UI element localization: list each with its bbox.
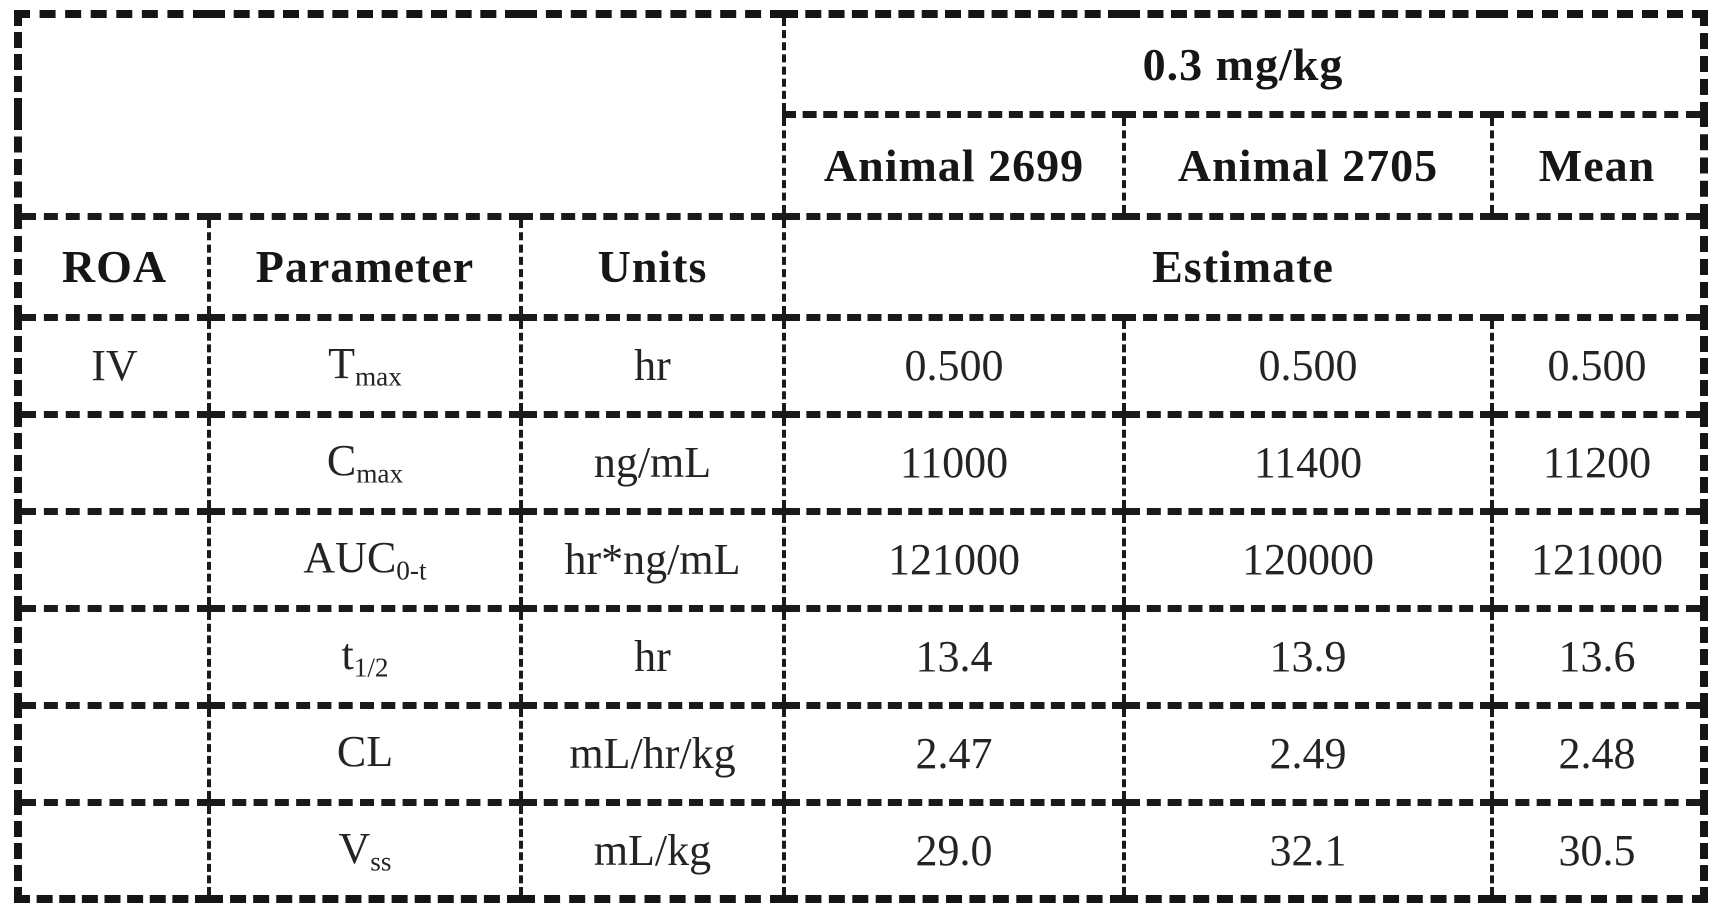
roa-header-cell: ROA <box>16 212 211 321</box>
parameter-base: CL <box>336 727 394 777</box>
parameter-base: AUC <box>303 533 397 583</box>
units-header-label: Units <box>597 241 708 292</box>
estimate-value: 11200 <box>1542 438 1652 487</box>
animal-2699-header-label: Animal 2699 <box>823 139 1085 191</box>
parameter-subscript: ss <box>370 846 392 877</box>
mean-header-label: Mean <box>1538 139 1656 191</box>
parameter-cell: t1/2 <box>207 604 523 709</box>
roa-cell <box>16 410 211 515</box>
estimate-value: 11400 <box>1253 438 1363 487</box>
animal-2705-value-cell: 2.49 <box>1122 701 1494 806</box>
units-cell: hr <box>519 313 786 418</box>
table-row: Vss mL/kg 29.0 32.1 30.5 <box>16 798 1707 903</box>
parameter-cell: CL <box>207 701 523 806</box>
units-cell: ng/mL <box>519 410 786 515</box>
estimate-value: 13.9 <box>1269 632 1347 681</box>
estimate-header-cell: Estimate <box>781 212 1707 321</box>
parameter-subscript: max <box>356 458 404 489</box>
mean-value-cell: 13.6 <box>1489 604 1707 709</box>
roa-header-label: ROA <box>61 241 168 292</box>
table-row: Cmax ng/mL 11000 11400 11200 <box>16 410 1707 515</box>
estimate-header-label: Estimate <box>1152 241 1334 292</box>
parameter-base: V <box>338 823 371 873</box>
animal-2699-value-cell: 0.500 <box>782 313 1126 418</box>
top-left-empty-cell <box>16 10 786 220</box>
table-row: AUC0-t hr*ng/mL 121000 120000 121000 <box>16 507 1707 612</box>
mean-value-cell: 2.48 <box>1489 701 1707 806</box>
parameter-cell: Cmax <box>207 410 523 515</box>
estimate-value: 121000 <box>1531 535 1663 584</box>
parameter-cell: AUC0-t <box>207 507 523 612</box>
pk-parameters-table: 0.3 mg/kg Animal 2699 Animal 2705 Mean R… <box>14 10 1709 903</box>
estimate-value: 11000 <box>899 438 1009 487</box>
estimate-value: 32.1 <box>1269 825 1347 875</box>
parameter-subscript: 1/2 <box>353 652 389 683</box>
parameter-cell: Tmax <box>207 313 523 418</box>
roa-cell <box>16 798 211 903</box>
estimate-value: 13.4 <box>915 632 993 681</box>
roa-cell <box>16 604 211 709</box>
parameter-base: T <box>328 339 355 389</box>
estimate-value: 0.500 <box>1258 341 1358 390</box>
mean-value-cell: 11200 <box>1489 410 1707 515</box>
mean-value-cell: 30.5 <box>1489 798 1707 903</box>
roa-value: IV <box>91 341 138 390</box>
animal-2705-value-cell: 13.9 <box>1122 604 1494 709</box>
parameter-cell: Vss <box>207 798 523 903</box>
units-value: mL/hr/kg <box>569 729 736 778</box>
estimate-value: 2.49 <box>1269 729 1347 778</box>
mean-header-cell: Mean <box>1489 110 1707 220</box>
animal-2705-header-label: Animal 2705 <box>1177 139 1439 191</box>
parameter-subscript: max <box>354 361 402 392</box>
mean-value-cell: 121000 <box>1489 507 1707 612</box>
dose-header-label: 0.3 mg/kg <box>1142 38 1344 90</box>
animal-2699-value-cell: 11000 <box>782 410 1126 515</box>
units-cell: hr*ng/mL <box>519 507 786 612</box>
animal-2699-value-cell: 2.47 <box>782 701 1126 806</box>
units-cell: hr <box>519 604 786 709</box>
units-value: hr*ng/mL <box>564 535 741 584</box>
estimate-value: 29.0 <box>915 825 993 875</box>
units-value: hr <box>634 341 671 390</box>
animal-2699-header-cell: Animal 2699 <box>782 110 1126 220</box>
animal-2705-value-cell: 11400 <box>1122 410 1494 515</box>
units-value: mL/kg <box>593 825 712 875</box>
scanned-table-page: 0.3 mg/kg Animal 2699 Animal 2705 Mean R… <box>14 10 1709 903</box>
parameter-base: C <box>326 436 357 486</box>
estimate-value: 120000 <box>1242 535 1374 584</box>
units-value: ng/mL <box>593 438 712 487</box>
parameter-base: t <box>341 630 354 680</box>
animal-2705-value-cell: 0.500 <box>1122 313 1494 418</box>
table-row: t1/2 hr 13.4 13.9 13.6 <box>16 604 1707 709</box>
animal-2705-header-cell: Animal 2705 <box>1122 110 1494 220</box>
animal-2699-value-cell: 121000 <box>782 507 1126 612</box>
estimate-value: 0.500 <box>1547 341 1647 390</box>
animal-2705-value-cell: 120000 <box>1122 507 1494 612</box>
animal-2705-value-cell: 32.1 <box>1122 798 1494 903</box>
parameter-header-cell: Parameter <box>207 212 523 321</box>
estimate-value: 121000 <box>888 535 1020 584</box>
estimate-value: 2.48 <box>1558 729 1636 778</box>
animal-2699-value-cell: 13.4 <box>782 604 1126 709</box>
roa-cell: IV <box>16 313 211 418</box>
dose-header-cell: 0.3 mg/kg <box>781 10 1707 118</box>
table-row: IV Tmax hr 0.500 0.500 0.500 <box>16 313 1707 418</box>
units-header-cell: Units <box>519 212 786 321</box>
roa-cell <box>16 701 211 806</box>
estimate-value: 13.6 <box>1558 632 1636 681</box>
units-cell: mL/hr/kg <box>519 701 786 806</box>
animal-2699-value-cell: 29.0 <box>782 798 1126 903</box>
mean-value-cell: 0.500 <box>1489 313 1707 418</box>
estimate-value: 0.500 <box>904 341 1004 390</box>
units-cell: mL/kg <box>519 798 786 903</box>
estimate-value: 2.47 <box>915 729 993 778</box>
units-value: hr <box>634 632 671 681</box>
estimate-value: 30.5 <box>1558 825 1636 875</box>
parameter-subscript: 0-t <box>396 555 427 586</box>
parameter-header-label: Parameter <box>255 241 475 292</box>
roa-cell <box>16 507 211 612</box>
table-row: CL mL/hr/kg 2.47 2.49 2.48 <box>16 701 1707 806</box>
